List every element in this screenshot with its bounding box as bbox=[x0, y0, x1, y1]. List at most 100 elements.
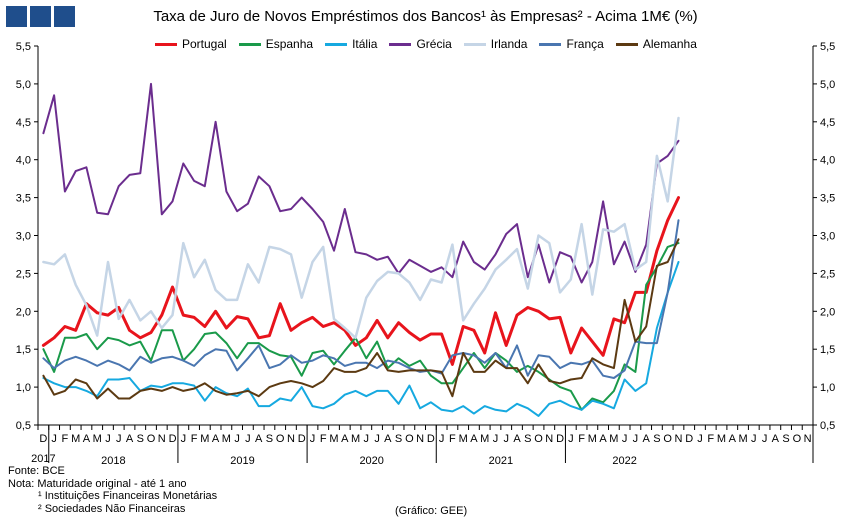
y-tick-label-right: 5,5 bbox=[820, 41, 835, 53]
y-tick-label-left: 1,5 bbox=[16, 344, 31, 356]
legend-swatch bbox=[238, 42, 261, 46]
series-line bbox=[41, 196, 680, 366]
x-month-label: A bbox=[255, 433, 263, 445]
y-tick-label-left: 5,0 bbox=[16, 79, 31, 91]
y-tick-label-right: 1,0 bbox=[820, 382, 835, 394]
legend-label: Portugal bbox=[182, 37, 227, 51]
x-month-label: A bbox=[642, 433, 650, 445]
x-month-label: A bbox=[126, 433, 134, 445]
x-month-label: M bbox=[738, 433, 747, 445]
source-note: Fonte: BCE bbox=[8, 465, 65, 477]
x-month-label: A bbox=[470, 433, 478, 445]
x-month-label: F bbox=[62, 433, 69, 445]
x-month-label: S bbox=[395, 433, 402, 445]
chart-notes: Fonte: BCE Nota: Maturidade original - a… bbox=[8, 465, 217, 515]
legend-entry: Portugal bbox=[155, 37, 227, 51]
legend-label: Espanha bbox=[265, 37, 314, 51]
x-month-label: S bbox=[653, 433, 660, 445]
y-tick-label-right: 4,0 bbox=[820, 155, 835, 167]
y-tick-label-right: 4,5 bbox=[820, 117, 835, 129]
x-month-label: A bbox=[212, 433, 220, 445]
x-month-label: A bbox=[599, 433, 607, 445]
x-month-label: M bbox=[459, 433, 468, 445]
x-month-label: D bbox=[685, 433, 693, 445]
x-month-label: D bbox=[298, 433, 306, 445]
x-month-label: S bbox=[782, 433, 789, 445]
x-month-label: M bbox=[71, 433, 80, 445]
x-month-label: M bbox=[222, 433, 231, 445]
logo-square-3 bbox=[54, 6, 75, 27]
y-tick-label-left: 4,5 bbox=[16, 117, 31, 129]
x-month-label: D bbox=[427, 433, 435, 445]
chart-legend: Portugal Espanha Itália Grécia Irlanda França… bbox=[155, 37, 709, 51]
x-month-label: J bbox=[439, 433, 445, 445]
x-month-label: S bbox=[266, 433, 273, 445]
x-month-label: J bbox=[245, 433, 251, 445]
x-month-label: N bbox=[416, 433, 424, 445]
x-month-label: A bbox=[772, 433, 780, 445]
legend-entry: Itália bbox=[325, 37, 377, 51]
y-tick-label-left: 0,5 bbox=[16, 420, 31, 432]
x-month-label: O bbox=[276, 433, 285, 445]
x-month-label: F bbox=[707, 433, 714, 445]
chart-credit: (Gráfico: GEE) bbox=[395, 505, 468, 517]
x-month-label: M bbox=[717, 433, 726, 445]
x-month-label: M bbox=[351, 433, 360, 445]
chart-title: Taxa de Juro de Novos Empréstimos dos Ba… bbox=[153, 8, 698, 25]
y-tick-label-right: 0,5 bbox=[820, 420, 835, 432]
y-tick-label-left: 5,5 bbox=[16, 41, 31, 53]
year-label: 2022 bbox=[612, 455, 636, 467]
x-month-label: J bbox=[364, 433, 370, 445]
x-month-label: J bbox=[493, 433, 499, 445]
legend-entry: França bbox=[539, 37, 604, 51]
year-label: 2020 bbox=[359, 455, 383, 467]
series-line bbox=[42, 242, 680, 411]
x-month-label: F bbox=[320, 433, 327, 445]
year-label: 2021 bbox=[489, 455, 513, 467]
x-month-label: J bbox=[697, 433, 703, 445]
year-label: 2018 bbox=[101, 455, 125, 467]
y-tick-label-right: 1,5 bbox=[820, 344, 835, 356]
x-month-label: N bbox=[804, 433, 812, 445]
y-tick-label-right: 5,0 bbox=[820, 79, 835, 91]
x-month-label: J bbox=[622, 433, 628, 445]
legend-label: Alemanha bbox=[642, 37, 697, 51]
footnote-2: ² Sociedades Não Financeiras bbox=[38, 502, 186, 515]
x-month-label: M bbox=[93, 433, 102, 445]
logo-square-1 bbox=[6, 6, 27, 27]
x-month-label: J bbox=[51, 433, 57, 445]
legend-entry: Grécia bbox=[389, 37, 452, 51]
y-tick-label-right: 3,5 bbox=[820, 193, 835, 205]
y-tick-label-right: 2,5 bbox=[820, 268, 835, 280]
x-month-label: F bbox=[191, 433, 198, 445]
x-month-label: N bbox=[287, 433, 295, 445]
legend-label: Irlanda bbox=[490, 37, 528, 51]
x-month-label: D bbox=[169, 433, 177, 445]
x-month-label: M bbox=[588, 433, 597, 445]
x-month-label: J bbox=[116, 433, 122, 445]
x-month-label: J bbox=[568, 433, 574, 445]
x-month-label: A bbox=[83, 433, 91, 445]
legend-swatch bbox=[155, 42, 177, 46]
x-month-label: A bbox=[729, 433, 737, 445]
y-tick-label-left: 2,0 bbox=[16, 306, 31, 318]
legend-swatch bbox=[463, 42, 486, 46]
year-label: 2019 bbox=[230, 455, 254, 467]
x-month-label: M bbox=[200, 433, 209, 445]
logo-square-2 bbox=[30, 6, 51, 27]
x-month-label: M bbox=[329, 433, 338, 445]
x-month-label: S bbox=[137, 433, 144, 445]
y-tick-label-left: 2,5 bbox=[16, 268, 31, 280]
x-month-label: O bbox=[793, 433, 802, 445]
x-month-label: M bbox=[609, 433, 618, 445]
series-line bbox=[42, 261, 680, 417]
x-month-label: D bbox=[39, 433, 47, 445]
gee-logo bbox=[6, 6, 75, 27]
x-month-label: S bbox=[524, 433, 531, 445]
x-month-label: F bbox=[578, 433, 585, 445]
x-month-label: J bbox=[234, 433, 240, 445]
series-line bbox=[42, 116, 680, 340]
legend-swatch bbox=[539, 42, 562, 46]
legend-label: Grécia bbox=[416, 37, 452, 51]
